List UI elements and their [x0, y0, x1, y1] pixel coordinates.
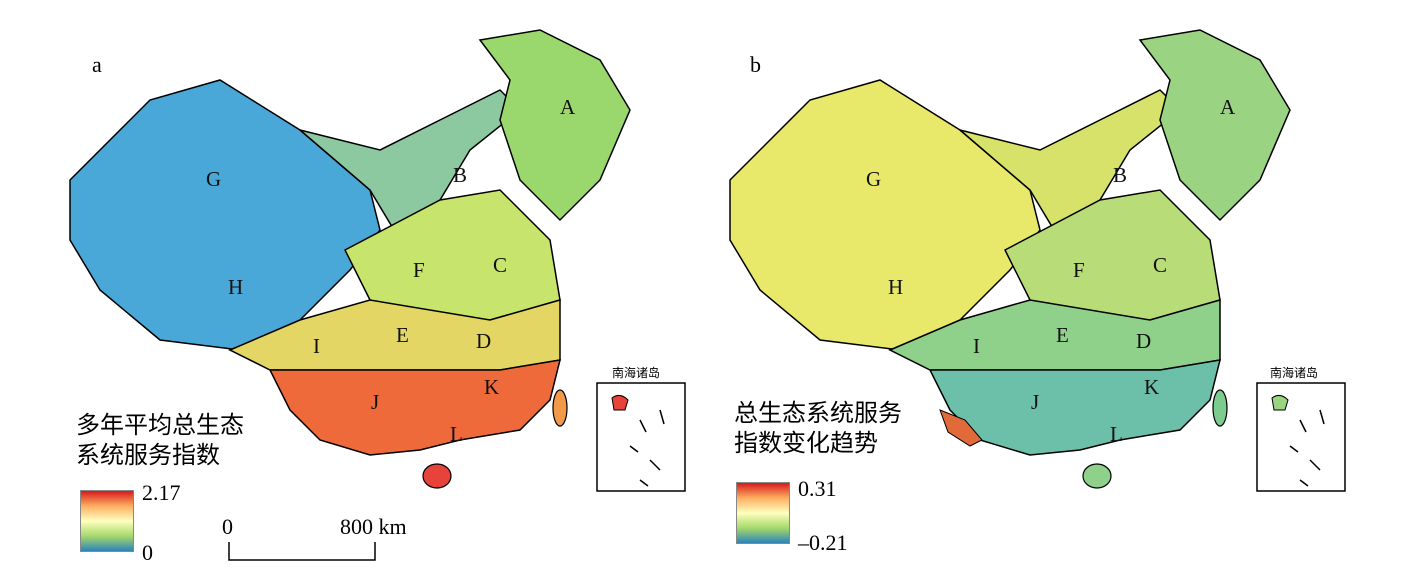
region-label-i: I — [313, 334, 320, 358]
region-label-g: G — [206, 167, 221, 191]
region-label-f: F — [1073, 258, 1085, 282]
region-label-l: L — [1110, 422, 1123, 446]
south-china-sea-inset — [596, 382, 686, 492]
region-west — [729, 79, 1041, 351]
region-label-j: J — [1031, 390, 1039, 414]
legend-max: 2.17 — [142, 480, 181, 505]
scale-start: 0 — [222, 514, 233, 539]
region-label-a: A — [560, 95, 576, 119]
region-label-c: C — [1153, 253, 1167, 277]
legend-title-line-1: 多年平均总生态 — [76, 411, 244, 439]
south-china-sea-inset — [1256, 382, 1346, 492]
region-a — [1138, 29, 1291, 222]
region-label-e: E — [396, 323, 409, 347]
region-label-d: D — [476, 329, 491, 353]
region-label-a: A — [1220, 95, 1236, 119]
region-label-b: B — [453, 163, 467, 187]
region-label-h: H — [888, 275, 903, 299]
legend-title: 总生态系统服务 指数变化趋势 — [734, 398, 902, 458]
region-label-l: L — [450, 422, 463, 446]
legend-title: 多年平均总生态 系统服务指数 — [76, 410, 244, 470]
panel-letter: a — [92, 52, 102, 77]
region-b — [959, 89, 1182, 242]
region-jkl — [268, 359, 562, 456]
china-map-a: A B C D E F G H I J K L 南海诸岛 — [69, 29, 686, 492]
legend-title-line-2: 指数变化趋势 — [734, 429, 878, 457]
region-label-f: F — [413, 258, 425, 282]
scale-end: 800 km — [340, 514, 407, 539]
region-label-d: D — [1136, 329, 1151, 353]
region-b — [299, 89, 522, 242]
inset-islands — [1289, 409, 1325, 487]
hainan-island — [422, 463, 452, 489]
inset-title: 南海诸岛 — [612, 365, 660, 380]
panel-a: a A B C D E F G — [0, 0, 700, 580]
region-label-i: I — [973, 334, 980, 358]
scale-bar — [228, 542, 376, 561]
region-a — [478, 29, 631, 222]
region-label-e: E — [1056, 323, 1069, 347]
panel-letter: b — [750, 52, 761, 77]
legend-title-line-2: 系统服务指数 — [76, 441, 220, 469]
region-label-h: H — [228, 275, 243, 299]
region-label-g: G — [866, 167, 881, 191]
region-southwest-hotspot — [939, 409, 983, 447]
taiwan-island — [1212, 389, 1228, 427]
region-label-k: K — [1144, 375, 1159, 399]
legend-min: –0.21 — [798, 530, 848, 555]
inset-title: 南海诸岛 — [1270, 365, 1318, 380]
inset-islands — [629, 409, 665, 487]
region-label-c: C — [493, 253, 507, 277]
region-label-b: B — [1113, 163, 1127, 187]
legend-max: 0.31 — [798, 476, 837, 501]
region-label-k: K — [484, 375, 499, 399]
region-label-j: J — [371, 390, 379, 414]
legend-title-line-1: 总生态系统服务 — [734, 399, 902, 427]
color-scale-bar — [80, 490, 134, 552]
legend-min: 0 — [142, 540, 153, 565]
taiwan-island — [552, 389, 568, 427]
panel-b: b A B C D E F G H I J K L 南海诸岛 总生态系统服务 指… — [700, 0, 1405, 580]
color-scale-bar — [736, 482, 790, 544]
inset-coast — [1271, 394, 1289, 411]
hainan-island — [1082, 463, 1112, 489]
inset-coast — [611, 394, 629, 411]
china-map-b: A B C D E F G H I J K L 南海诸岛 — [729, 29, 1346, 492]
region-west — [69, 79, 381, 351]
